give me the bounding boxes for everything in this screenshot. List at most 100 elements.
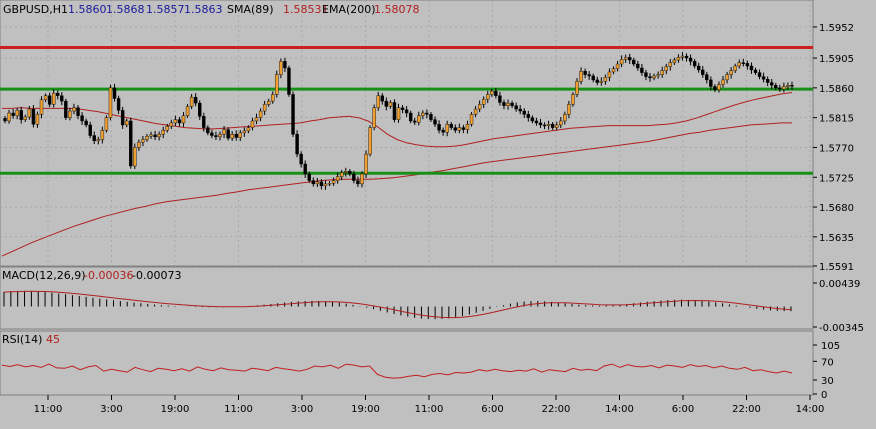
- support-resistance-lines[interactable]: [0, 45, 813, 175]
- candle-body: [575, 81, 579, 95]
- candle-body: [623, 57, 628, 60]
- candle-body: [408, 112, 413, 122]
- price-pane[interactable]: 1.5952 1.5905 1.5860 1.5815 1.5770 1.5725 1.56…: [0, 0, 854, 395]
- candle-body: [518, 108, 522, 112]
- candle-body: [72, 107, 76, 112]
- candle-body: [238, 132, 242, 138]
- candle-body: [421, 112, 425, 116]
- macd-histogram: [3, 290, 792, 320]
- candle-body: [660, 70, 664, 75]
- candle-body: [352, 173, 356, 181]
- candle-body: [684, 55, 689, 59]
- rsi-line: [1, 363, 793, 379]
- candle-body: [271, 94, 275, 102]
- candle-body: [417, 115, 421, 123]
- symbol-label: GBPUSD,H1: [3, 3, 68, 16]
- candle-body: [279, 61, 283, 75]
- sma89-path: [2, 92, 793, 148]
- candle-body: [392, 102, 397, 120]
- candle-body: [469, 114, 474, 125]
- candle-body: [473, 108, 478, 115]
- candle-body: [283, 61, 287, 69]
- candle-body: [733, 65, 737, 71]
- time-tick-label: 14:00: [605, 404, 634, 415]
- macd-pane[interactable]: 0.00439 -0.00345 MACD(12,26,9) -0.00036 -…: [0, 266, 864, 334]
- candle-body: [490, 90, 494, 95]
- candle-body: [648, 76, 652, 79]
- rsi-pane[interactable]: 105 70 30 0 RSI(14) 45: [0, 330, 840, 401]
- time-tick-label: 6:00: [672, 404, 694, 415]
- candle-body: [287, 67, 291, 95]
- candles: [3, 52, 794, 190]
- candle-body: [189, 96, 194, 107]
- time-tick-label: 22:00: [542, 404, 571, 415]
- candle-body: [737, 62, 741, 67]
- candle-body: [717, 84, 721, 91]
- candle-body: [713, 86, 717, 91]
- candle-body: [514, 105, 518, 110]
- candle-body: [571, 94, 575, 105]
- candle-body: [449, 124, 453, 128]
- candle-body: [607, 71, 612, 78]
- candle-body: [721, 79, 725, 85]
- candle-body: [311, 180, 316, 185]
- candle-body: [68, 110, 72, 118]
- macd-value-1: -0.00036: [84, 269, 133, 282]
- candle-body: [348, 171, 352, 175]
- candle-body: [636, 63, 640, 69]
- candle-body: [15, 110, 19, 116]
- candle-body: [745, 63, 750, 67]
- candle-body: [567, 104, 571, 115]
- candle-body: [307, 173, 311, 181]
- candle-body: [563, 114, 567, 122]
- candle-body: [364, 153, 368, 175]
- candle-body: [31, 108, 36, 125]
- candle-body: [696, 65, 701, 71]
- candle-body: [262, 104, 267, 112]
- candle-body: [774, 85, 778, 89]
- candle-body: [692, 61, 697, 67]
- time-tick-label: 11:00: [34, 404, 63, 415]
- ohlc-high: 1.5868: [106, 3, 145, 16]
- candle-body: [165, 126, 169, 131]
- macd-y-axis: 0.00439 -0.00345: [813, 279, 864, 334]
- price-tick-label: 1.5815: [819, 114, 854, 125]
- candle-body: [725, 74, 729, 81]
- candle-body: [230, 134, 234, 139]
- time-tick-label: 3:00: [291, 404, 313, 415]
- candle-body: [701, 69, 705, 75]
- candle-body: [615, 63, 620, 69]
- sma-value: 1.58531: [283, 3, 329, 16]
- candle-body: [644, 72, 648, 77]
- macd-tick-label: 0.00439: [819, 279, 860, 290]
- candle-body: [453, 127, 457, 131]
- candle-body: [319, 181, 324, 187]
- candle-body: [116, 98, 121, 111]
- candle-body: [226, 129, 230, 139]
- macd-value-2: -0.00073: [132, 269, 181, 282]
- time-tick-label: 14:00: [796, 404, 825, 415]
- time-tick-label: 22:00: [732, 404, 761, 415]
- candle-body: [3, 118, 7, 122]
- candle-body: [534, 120, 539, 124]
- time-tick-label: 11:00: [415, 404, 444, 415]
- candle-body: [676, 57, 681, 61]
- candle-body: [753, 69, 758, 73]
- price-tick-label: 1.5860: [819, 84, 854, 95]
- candle-body: [522, 110, 526, 115]
- candle-body: [64, 100, 68, 118]
- macd-signal-line: [3, 290, 792, 319]
- candle-body: [198, 102, 202, 117]
- candle-body: [218, 134, 222, 138]
- candle-body: [193, 96, 198, 104]
- candle-body: [157, 134, 161, 138]
- candle-body: [88, 124, 92, 136]
- candle-body: [376, 95, 380, 108]
- candle-body: [388, 102, 393, 107]
- rsi-tick-label: 30: [821, 376, 834, 387]
- candle-body: [384, 100, 389, 107]
- candle-body: [149, 134, 153, 137]
- candle-body: [656, 74, 660, 77]
- candle-body: [672, 59, 677, 63]
